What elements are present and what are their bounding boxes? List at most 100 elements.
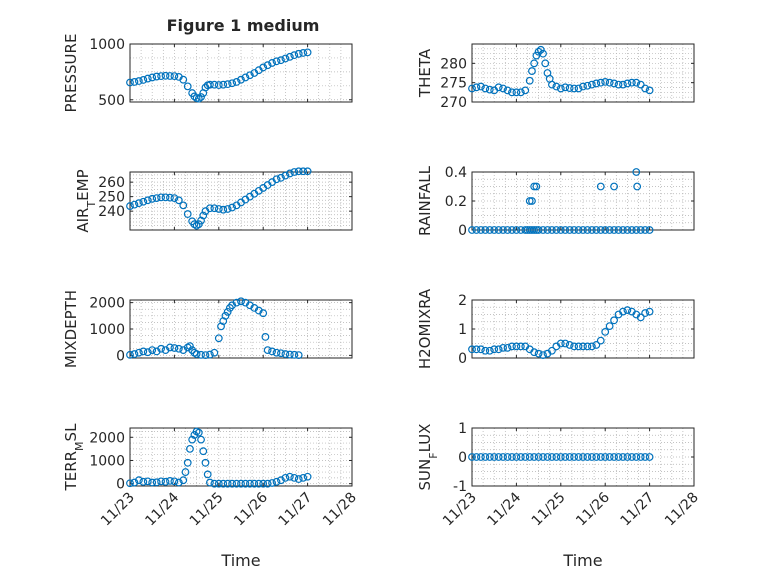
data-point [539, 351, 547, 360]
data-point [641, 226, 650, 234]
data-point [570, 453, 579, 461]
data-point [139, 76, 148, 84]
data-point [614, 453, 623, 461]
y-tick-label: 0 [458, 450, 467, 466]
data-point [610, 182, 618, 191]
data-point [525, 197, 534, 205]
data-point [490, 345, 499, 354]
data-point [552, 453, 561, 461]
data-point [539, 49, 547, 58]
y-tick-label: 2000 [89, 430, 125, 446]
data-point [157, 193, 165, 202]
data-point [476, 82, 485, 91]
data-series [468, 45, 654, 97]
data-point [170, 194, 179, 203]
y-tick-label: 250 [98, 190, 125, 206]
data-point [183, 458, 192, 467]
data-point [485, 346, 494, 355]
data-point [206, 350, 214, 359]
data-point [210, 348, 219, 357]
data-point [476, 453, 485, 461]
data-point [534, 47, 543, 56]
data-point [285, 52, 294, 61]
y-tick-label: 0 [116, 477, 125, 493]
data-point [143, 196, 152, 205]
data-point [645, 86, 654, 95]
data-point [126, 350, 134, 359]
data-point [219, 205, 228, 214]
data-point [259, 479, 268, 488]
data-point [592, 453, 601, 461]
data-point [472, 83, 481, 92]
data-point [272, 57, 281, 66]
data-point [632, 226, 641, 234]
data-point [197, 216, 205, 225]
data-point [174, 478, 183, 487]
data-point [214, 205, 223, 213]
data-point [148, 478, 157, 487]
data-point [516, 453, 525, 461]
data-point [285, 472, 294, 481]
data-point [574, 453, 583, 461]
data-point [281, 54, 290, 63]
data-point [468, 226, 476, 234]
x-axis-label: Time [562, 551, 602, 570]
data-point [232, 298, 241, 307]
data-point [188, 435, 197, 444]
data-point [512, 226, 521, 234]
data-point [210, 479, 219, 488]
data-point [494, 226, 503, 234]
data-point [139, 197, 148, 206]
data-point [299, 167, 308, 176]
data-point [587, 80, 596, 89]
y-tick-label: 1000 [89, 322, 125, 338]
data-point [499, 84, 507, 93]
y-tick-label: 1 [458, 322, 467, 338]
data-point [228, 479, 237, 488]
y-tick-label: 0 [458, 223, 467, 239]
data-point [494, 453, 503, 461]
data-point [232, 479, 241, 488]
data-point [570, 226, 579, 234]
data-series [126, 427, 312, 488]
data-point [534, 453, 543, 461]
grid-lines [129, 428, 353, 486]
axes-box [129, 427, 353, 487]
data-point [627, 226, 636, 234]
data-point [263, 479, 272, 488]
y-axis-label: AIRTEMP [74, 169, 98, 232]
data-point [157, 72, 165, 81]
data-point [548, 80, 556, 89]
data-point [530, 348, 539, 357]
data-point [579, 82, 587, 91]
data-point [570, 342, 579, 351]
data-point [645, 453, 654, 461]
data-point [481, 453, 490, 461]
y-axis-label: H2OMIXRA [416, 288, 434, 369]
data-point [223, 80, 232, 89]
data-point [223, 307, 232, 316]
data-point [221, 311, 230, 320]
data-point [587, 453, 596, 461]
data-point [619, 307, 627, 316]
data-point [541, 59, 550, 68]
data-point [548, 453, 556, 461]
data-point [601, 77, 610, 86]
data-point [272, 348, 281, 357]
data-point [472, 453, 481, 461]
data-point [490, 453, 499, 461]
subplot-theta: 270 275 280 THETA [416, 43, 695, 111]
data-point [285, 169, 294, 178]
y-tick-label: 2000 [89, 296, 125, 312]
data-point [508, 453, 516, 461]
data-point [290, 350, 299, 359]
data-point [183, 210, 192, 218]
data-point [503, 86, 512, 95]
data-point [627, 453, 636, 461]
data-point [134, 348, 143, 357]
data-point [130, 478, 139, 487]
data-point [179, 201, 188, 210]
data-point [636, 453, 645, 461]
